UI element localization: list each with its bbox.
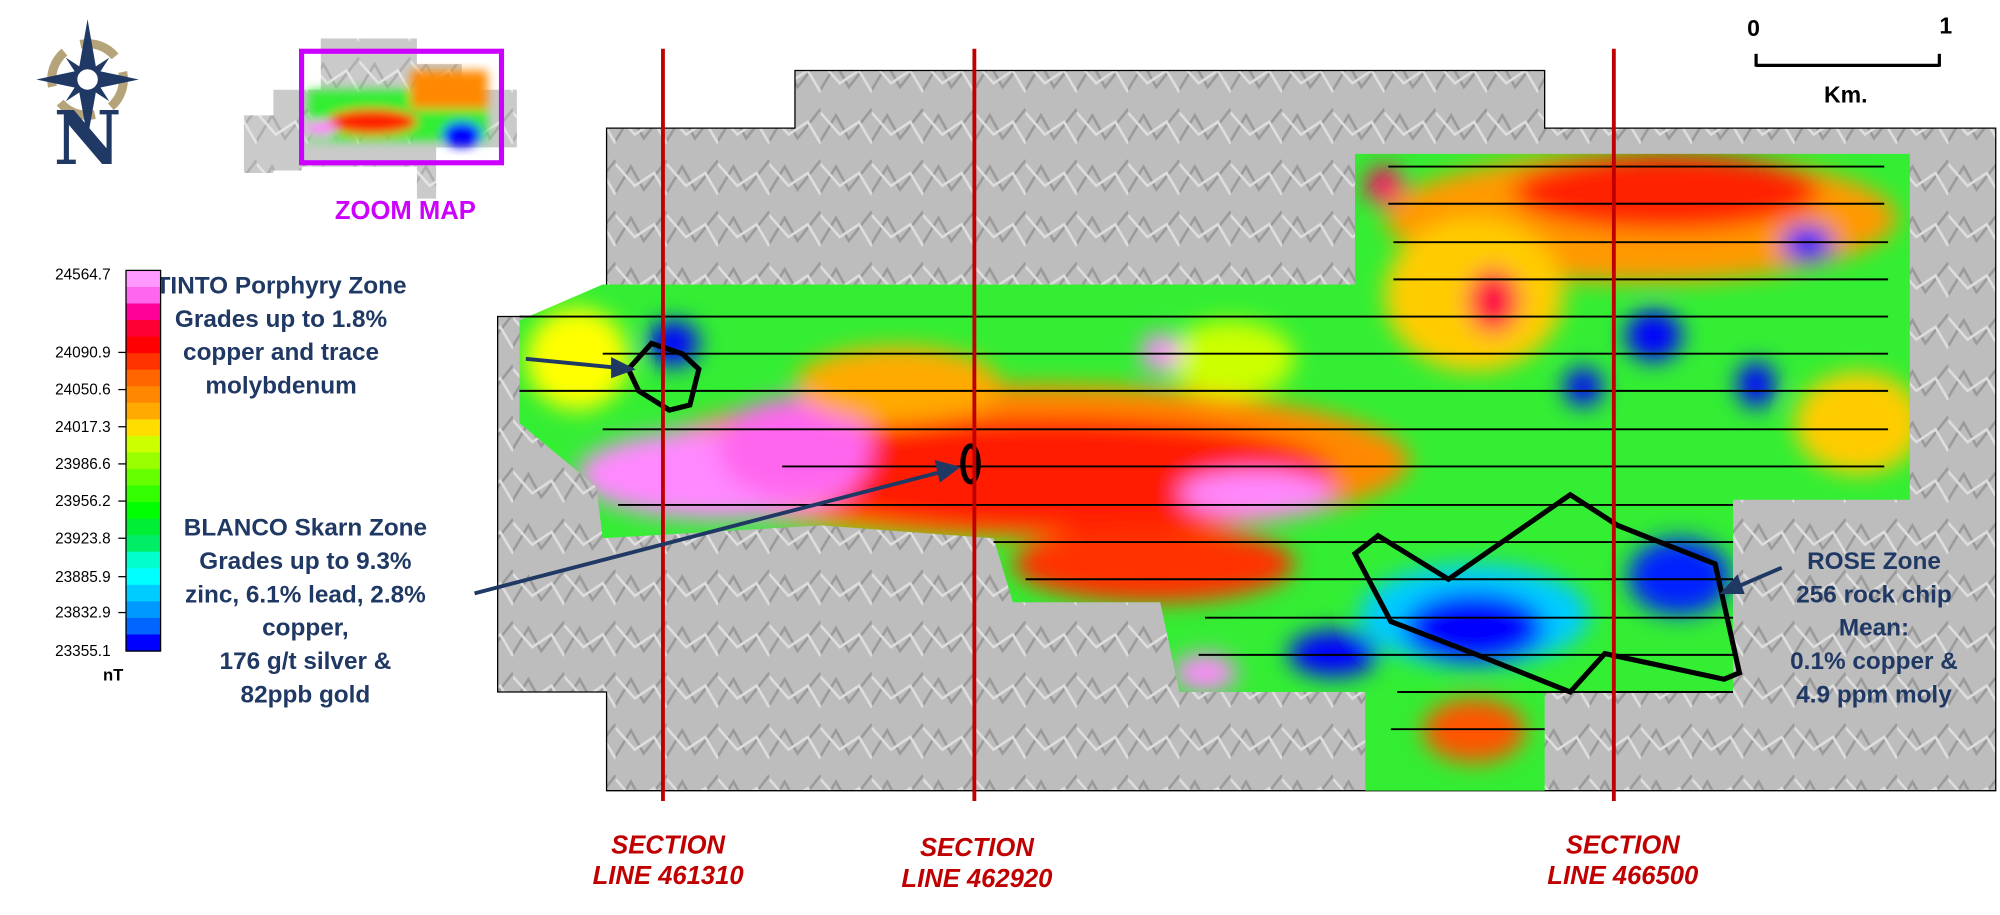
legend-swatch: [126, 402, 161, 420]
section-label-line1: SECTION: [1566, 831, 1680, 859]
zoom-extent-box: [299, 48, 505, 166]
rose-label-line: ROSE Zone: [1807, 548, 1941, 575]
legend-tick-label: 24564.7: [55, 266, 111, 283]
legend-unit: nT: [103, 665, 123, 684]
blanco-zone-label: BLANCO Skarn Zone Grades up to 9.3% zinc…: [184, 515, 427, 709]
tinto-zone-outline[interactable]: [625, 340, 702, 413]
legend-swatch: [126, 320, 161, 338]
section-lines: [661, 48, 1616, 801]
legend-swatch: [126, 502, 161, 520]
blanco-label-line: 82ppb gold: [241, 681, 371, 708]
legend-tick-label: 23355.1: [55, 643, 111, 660]
legend-swatch: [126, 568, 161, 586]
legend-swatch: [126, 369, 161, 387]
compass-rose-icon: [36, 19, 139, 139]
blanco-label-line: Grades up to 9.3%: [199, 548, 411, 575]
legend-tick-label: 23986.6: [55, 456, 111, 473]
blanco-zone-outline[interactable]: [960, 443, 981, 485]
legend-swatch: [126, 270, 161, 288]
legend-swatch: [126, 634, 161, 652]
section-label-line2: LINE 462920: [901, 865, 1052, 893]
legend-swatch: [126, 551, 161, 569]
rose-label-line: Mean:: [1839, 615, 1909, 642]
tinto-zone-label: TINTO Porphyry Zone Grades up to 1.8% co…: [156, 272, 407, 399]
legend-swatch: [126, 485, 161, 503]
rose-zone-label: ROSE Zone 256 rock chip Mean: 0.1% coppe…: [1790, 548, 1958, 708]
rose-label-line: 0.1% copper &: [1790, 648, 1958, 675]
section-label-line2: LINE 461310: [593, 862, 744, 890]
magnetic-survey-heatmap: [519, 153, 1910, 791]
section-label-line2: LINE 466500: [1547, 862, 1698, 890]
section-label-461310: SECTION LINE 461310: [593, 831, 744, 890]
tinto-label-line: Grades up to 1.8%: [175, 306, 387, 333]
north-label: N: [54, 94, 122, 182]
legend-tick-label: 24050.6: [55, 382, 111, 399]
blanco-label-line: zinc, 6.1% lead, 2.8%: [185, 581, 426, 608]
legend-swatch: [126, 518, 161, 536]
blanco-arrow: [474, 469, 943, 596]
legend-swatch: [126, 419, 161, 437]
section-label-466500: SECTION LINE 466500: [1547, 831, 1698, 890]
legend-swatch: [126, 617, 161, 636]
survey-transect-lines: [519, 165, 1889, 731]
scale-start: 0: [1747, 15, 1760, 41]
legend-swatch: [126, 435, 161, 454]
legend-swatch: [126, 601, 161, 619]
legend-swatch: [126, 535, 161, 553]
section-label-462920: SECTION LINE 462920: [901, 834, 1052, 893]
legend-tick-label: 23956.2: [55, 493, 111, 510]
legend-swatch: [126, 452, 161, 470]
zoom-inset-map[interactable]: [243, 38, 517, 199]
section-label-line1: SECTION: [920, 834, 1034, 862]
legend-swatch: [126, 386, 161, 404]
scale-unit: Km.: [1824, 82, 1868, 108]
section-label-line1: SECTION: [611, 831, 725, 859]
legend-tick-label: 23923.8: [55, 530, 111, 547]
legend-swatch: [126, 468, 161, 487]
legend-tick-label: 23832.9: [55, 605, 111, 622]
rose-arrow: [1736, 565, 1783, 589]
legend-frame: [125, 269, 162, 652]
legend-swatch: [126, 584, 161, 603]
scale-bar: [1754, 53, 1941, 67]
color-legend: 24564.7 24090.9 24050.6 24017.3 23986.6 23956…: [55, 266, 162, 660]
tinto-arrowhead-icon: [611, 356, 636, 379]
tinto-arrow: [525, 356, 619, 370]
scale-end: 1: [1939, 12, 1952, 38]
rose-label-line: 256 rock chip: [1796, 581, 1952, 608]
blanco-label-line: 176 g/t silver &: [220, 648, 392, 675]
legend-swatch: [126, 336, 161, 354]
legend-swatch: [126, 353, 161, 371]
rose-arrowhead-icon: [1719, 574, 1745, 594]
blanco-arrowhead-icon: [934, 459, 961, 483]
tinto-label-line: TINTO Porphyry Zone: [156, 272, 407, 299]
legend-swatch: [126, 286, 161, 305]
zoom-map-label: ZOOM MAP: [335, 197, 476, 225]
rose-label-line: 4.9 ppm moly: [1796, 681, 1952, 708]
legend-tick-label: 24017.3: [55, 419, 111, 436]
tinto-label-line: molybdenum: [205, 372, 356, 399]
rose-zone-outline[interactable]: [1351, 491, 1743, 696]
tinto-label-line: copper and trace: [183, 339, 379, 366]
legend-tick-label: 23885.9: [55, 569, 111, 586]
legend-swatch: [126, 303, 161, 321]
legend-tick-label: 24090.9: [55, 345, 111, 362]
blanco-label-line: copper,: [262, 615, 349, 642]
blanco-label-line: BLANCO Skarn Zone: [184, 515, 427, 542]
